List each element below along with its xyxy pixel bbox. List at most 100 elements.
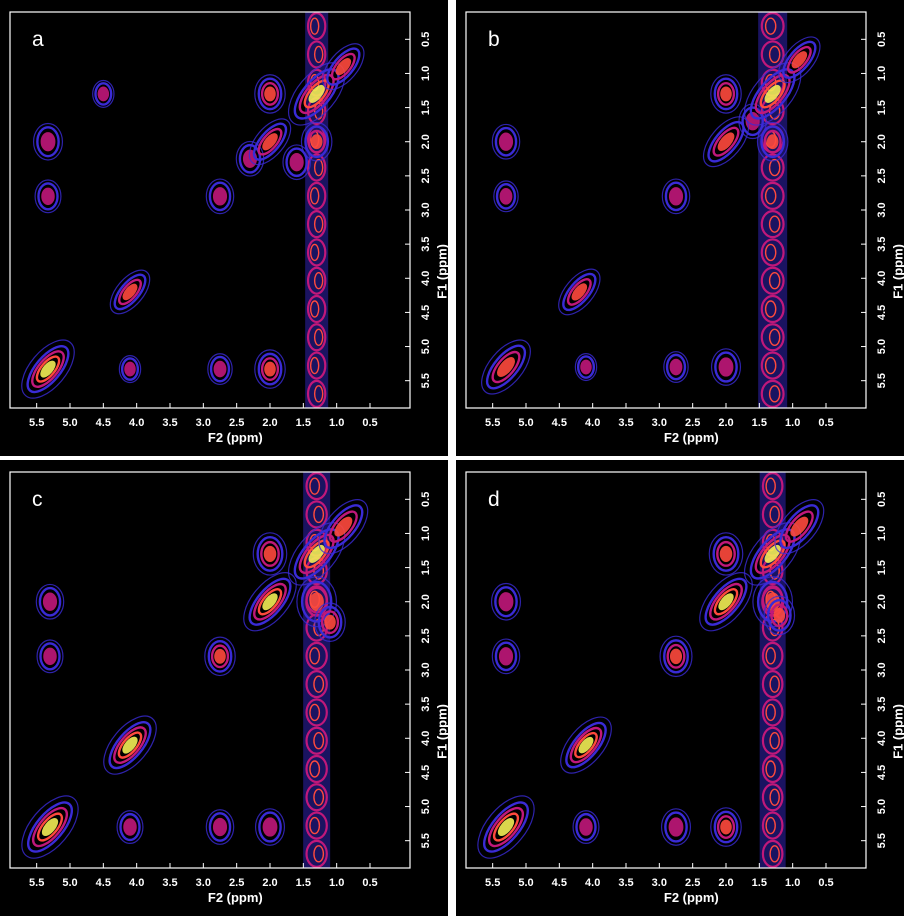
contour-halo [663,351,689,383]
cross-peak [296,576,338,628]
contour-halo [36,639,64,674]
ridge-segment [761,754,784,784]
contour-halo [296,576,338,628]
contour-ring [124,361,136,377]
ridge-segment [760,294,785,324]
x-axis-label: F2 (ppm) [208,430,263,445]
diagonal-peak [109,269,151,315]
contour-ring [499,188,513,205]
contour-ring [43,647,57,666]
cross-peak [36,639,64,674]
contour-ring [498,647,514,666]
contour-ring [714,351,738,383]
contour-ring [498,132,514,151]
contour-ring [760,125,786,159]
contour-halo [254,349,286,389]
contour-ring [209,355,231,383]
contour-ring [485,344,527,390]
ridge-core [765,760,776,778]
ridge-core [313,215,324,233]
x-tick-label: 4.5 [552,877,567,889]
contour-halo [574,352,598,382]
contour-ring [717,132,735,151]
contour-ring [779,504,820,550]
cross-peak [490,582,522,621]
contour-halo [254,74,286,114]
contour-ring [257,352,283,386]
contour-ring [208,181,232,212]
ridge-segment [760,12,785,41]
y-axis-label: F1 (ppm) [434,704,448,759]
contour-ring [308,544,325,563]
ridge-segment [305,472,328,501]
ridge-core [765,703,776,722]
contour-halo [708,532,744,576]
contour-ring [36,812,64,842]
contour-ring [262,133,278,151]
cross-peak [205,809,235,845]
contour-ring [113,273,147,311]
y-tick-label: 2.0 [876,134,888,149]
cross-peak [661,178,691,215]
ridge-segment [760,238,785,267]
contour-halo [481,339,531,395]
y-tick-label: 3.0 [420,662,432,677]
contour-ring [784,510,814,543]
plot-background [456,0,904,456]
x-tick-label: 4.0 [129,877,144,889]
contour-ring [494,641,518,672]
contour-ring [285,147,308,178]
cross-peak [282,144,311,181]
contour-halo [491,638,521,675]
contour-ring [42,592,58,611]
x-tick-label: 3.5 [618,877,633,889]
ridge-core [769,845,780,863]
y-tick-label: 4.0 [420,731,432,746]
diagonal-peak [560,716,612,774]
ridge-core [764,187,777,205]
cross-peak [708,532,744,576]
contour-ring [666,643,686,669]
contour-ring [113,726,147,764]
contour-ring [260,540,280,567]
contour-ring [323,504,364,550]
ridge-segment [760,379,785,408]
contour-ring [497,357,515,377]
x-axis-label: F2 (ppm) [664,890,719,905]
contour-ring [668,817,684,837]
contour-halo [21,339,75,399]
contour-ring [40,132,56,152]
x-tick-label: 5.5 [29,877,44,889]
plot-background [456,460,904,916]
x-tick-label: 2.0 [262,417,277,429]
contour-halo [660,808,692,846]
contour-halo [205,809,235,845]
contour-ring [718,357,734,377]
contour-ring [122,283,138,301]
ridge-segment [761,783,784,812]
contour-ring [773,607,786,623]
x-tick-label: 4.5 [96,417,111,429]
contour-ring [763,129,782,154]
ridge-segment [306,12,327,41]
y-tick-label: 4.5 [420,305,432,320]
contour-ring [257,77,283,111]
y-tick-label: 3.0 [876,662,888,677]
contour-ring [749,68,796,120]
contour-halo [252,532,288,576]
y-tick-label: 1.5 [876,100,888,115]
ridge-segment [306,153,327,182]
ridge-core [769,505,780,524]
y-tick-label: 5.0 [420,339,432,354]
contour-ring [497,818,515,837]
x-tick-label: 1.5 [752,417,767,429]
contour-ring [117,731,143,759]
contour-ring [263,545,277,563]
contour-ring [713,810,739,844]
contour-ring [575,812,597,842]
cross-peak [314,602,346,643]
y-tick-label: 3.5 [876,696,888,711]
x-tick-label: 2.0 [718,417,733,429]
contour-ring [212,817,228,837]
contour-ring [713,77,739,111]
